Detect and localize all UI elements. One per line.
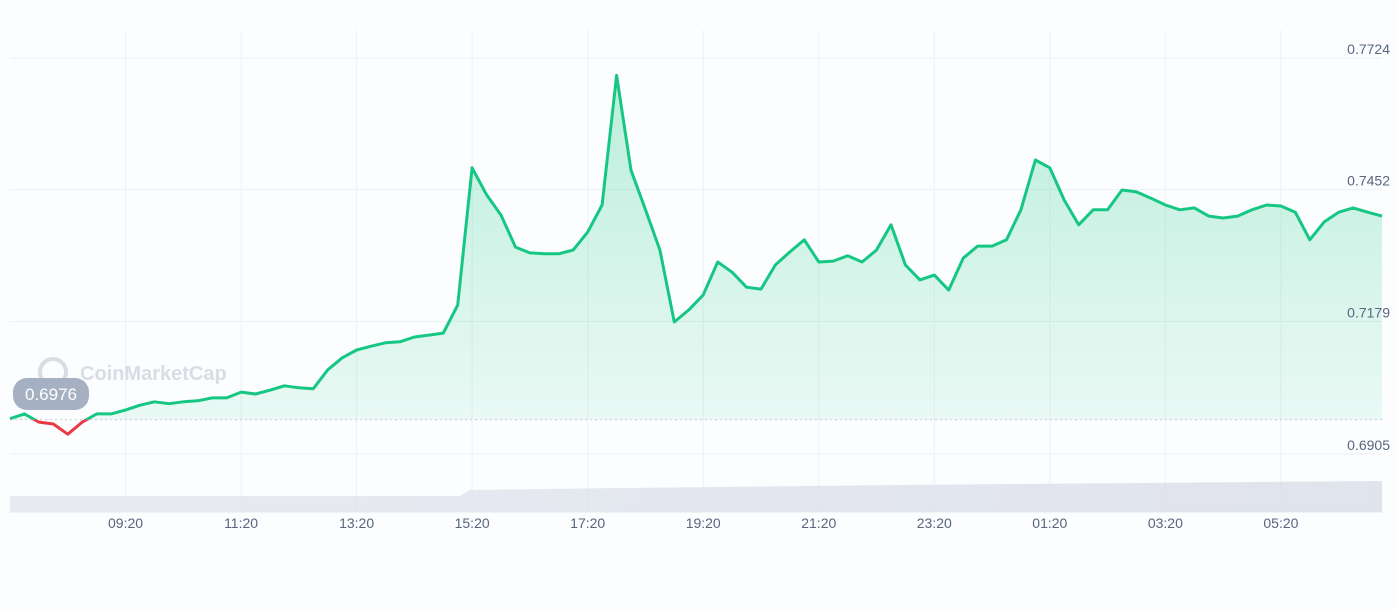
x-tick-label: 15:20 [455,515,490,531]
baseline-label: 0.6976 [25,385,77,404]
watermark-text: CoinMarketCap [80,363,227,385]
x-tick-label: 21:20 [801,515,836,531]
badge-background [13,378,89,410]
x-tick-label: 09:20 [108,515,143,531]
x-tick-label: 05:20 [1263,515,1298,531]
baseline-badge: 0.6976 [13,378,89,410]
x-tick-label: 13:20 [339,515,374,531]
volume-band [10,481,1382,512]
y-tick-label: 0.6905 [1347,437,1390,453]
y-tick-label: 0.7724 [1347,41,1390,57]
x-tick-label: 19:20 [686,515,721,531]
price-line [9,73,1383,420]
x-tick-label: 17:20 [570,515,605,531]
y-tick-label: 0.7452 [1347,173,1390,189]
x-tick-label: 11:20 [224,515,258,531]
plot [9,73,1383,436]
area [10,75,1382,420]
y-tick-label: 0.7179 [1347,305,1390,321]
x-tick-label: 01:20 [1032,515,1067,531]
x-tick-label: 03:20 [1148,515,1183,531]
x-tick-label: 23:20 [917,515,952,531]
